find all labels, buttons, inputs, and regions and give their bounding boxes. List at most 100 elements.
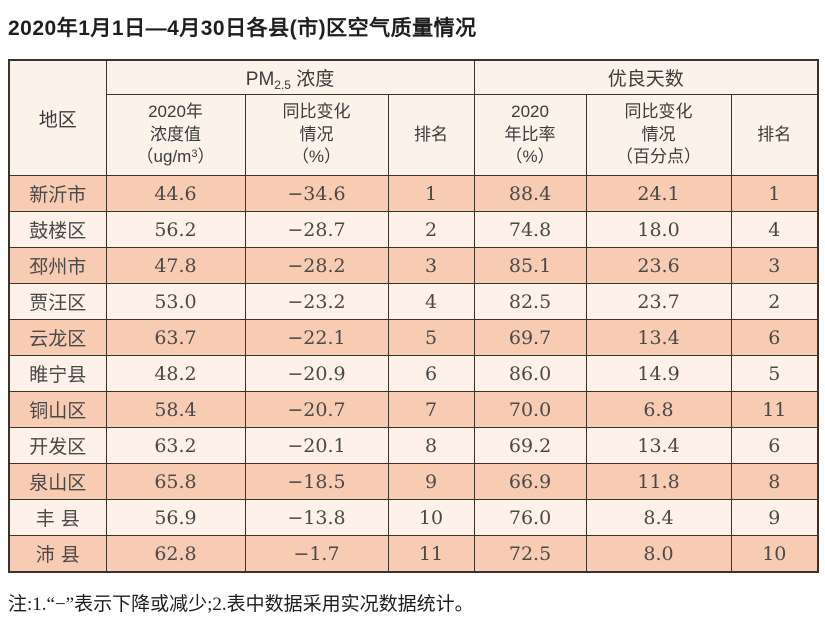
cell-good-ratio: 66.9: [473, 463, 587, 500]
table-row: 丰 县 56.9 −13.8 10 76.0 8.4 9: [8, 499, 819, 536]
cell-good-change: 14.9: [585, 355, 732, 392]
cell-pm-value: 53.0: [105, 283, 246, 320]
col-header-good-ratio: 2020 年比率 （%）: [473, 94, 587, 176]
cell-pm-change: −34.6: [244, 175, 389, 212]
cell-good-change: 8.4: [585, 499, 732, 536]
cell-pm-change: −28.2: [244, 247, 389, 284]
cell-good-change: 23.7: [585, 283, 732, 320]
cell-good-ratio: 76.0: [473, 499, 587, 536]
cell-pm-rank: 3: [387, 247, 475, 284]
pm25-label-prefix: PM: [245, 68, 275, 90]
page-title: 2020年1月1日—4月30日各县(市)区空气质量情况: [8, 17, 477, 40]
col-header-good-change: 同比变化 情况 （百分点）: [585, 94, 732, 176]
cell-good-rank: 4: [730, 211, 819, 248]
col-header-region: 地区: [8, 59, 107, 176]
cell-pm-value: 65.8: [105, 463, 246, 500]
cell-pm-change: −18.5: [244, 463, 389, 500]
cell-region: 丰 县: [8, 499, 107, 536]
good-ratio-line3: （%）: [505, 147, 555, 167]
cell-good-rank: 9: [730, 499, 819, 536]
pm25-label-subscript: 2.5: [274, 77, 291, 92]
good-change-line1: 同比变化: [624, 102, 693, 122]
cell-pm-rank: 10: [387, 499, 475, 536]
cell-good-rank: 10: [730, 535, 819, 573]
cell-pm-change: −13.8: [244, 499, 389, 536]
cell-good-ratio: 74.8: [473, 211, 587, 248]
cell-good-change: 6.8: [585, 391, 732, 428]
cell-good-rank: 6: [730, 427, 819, 464]
cell-pm-change: −20.1: [244, 427, 389, 464]
cell-region: 新沂市: [8, 175, 107, 212]
col-header-pm-change: 同比变化 情况 （%）: [244, 94, 389, 176]
cell-pm-value: 47.8: [105, 247, 246, 284]
cell-good-change: 13.4: [585, 427, 732, 464]
cell-good-rank: 5: [730, 355, 819, 392]
table-row: 睢宁县 48.2 −20.9 6 86.0 14.9 5: [8, 355, 819, 392]
cell-pm-rank: 5: [387, 319, 475, 356]
cell-region: 邳州市: [8, 247, 107, 284]
table-row: 鼓楼区 56.2 −28.7 2 74.8 18.0 4: [8, 211, 819, 248]
cell-region: 沛 县: [8, 535, 107, 573]
col-group-good-days: 优良天数: [473, 59, 819, 95]
good-change-line2: 情况: [641, 124, 676, 144]
pm-change-line2: 情况: [299, 124, 334, 144]
cell-good-ratio: 72.5: [473, 535, 587, 573]
cell-pm-value: 56.2: [105, 211, 246, 248]
cell-good-rank: 1: [730, 175, 819, 212]
pm-value-line2: 浓度值: [150, 124, 201, 144]
cell-good-ratio: 82.5: [473, 283, 587, 320]
cell-region: 铜山区: [8, 391, 107, 428]
cell-pm-rank: 11: [387, 535, 475, 573]
cell-region: 云龙区: [8, 319, 107, 356]
table-row: 贾汪区 53.0 −23.2 4 82.5 23.7 2: [8, 283, 819, 320]
cell-good-change: 8.0: [585, 535, 732, 573]
cell-pm-rank: 1: [387, 175, 475, 212]
cell-good-ratio: 86.0: [473, 355, 587, 392]
cell-pm-value: 56.9: [105, 499, 246, 536]
cell-pm-change: −20.9: [244, 355, 389, 392]
cell-pm-value: 48.2: [105, 355, 246, 392]
cell-good-change: 18.0: [585, 211, 732, 248]
cell-pm-change: −23.2: [244, 283, 389, 320]
cell-pm-rank: 6: [387, 355, 475, 392]
col-header-good-rank: 排名: [730, 94, 819, 176]
cell-good-rank: 8: [730, 463, 819, 500]
cell-region: 鼓楼区: [8, 211, 107, 248]
cell-good-rank: 6: [730, 319, 819, 356]
pm-value-unit: （ug/m: [136, 147, 192, 167]
table-row: 邳州市 47.8 −28.2 3 85.1 23.6 3: [8, 247, 819, 284]
cell-pm-value: 58.4: [105, 391, 246, 428]
pm25-label-suffix: 浓度: [290, 68, 335, 90]
pm-value-unit-close: ）: [197, 147, 215, 167]
good-change-line3: （百分点）: [616, 147, 702, 167]
table-row: 云龙区 63.7 −22.1 5 69.7 13.4 6: [8, 319, 819, 356]
cell-pm-rank: 9: [387, 463, 475, 500]
header-group-row: 地区 PM2.5 浓度 优良天数: [8, 59, 819, 176]
col-header-pm-value: 2020年 浓度值 （ug/m3）: [105, 94, 246, 176]
cell-good-rank: 11: [730, 391, 819, 428]
col-group-pm25: PM2.5 浓度: [105, 59, 475, 95]
header-sub-row: 2020年 浓度值 （ug/m3） 同比变化 情况 （%） 排名 2020 年比…: [9, 94, 819, 176]
cell-pm-value: 44.6: [105, 175, 246, 212]
pm-change-line3: （%）: [291, 147, 342, 167]
cell-good-change: 23.6: [585, 247, 732, 284]
cell-pm-change: −20.7: [244, 391, 389, 428]
cell-good-rank: 2: [730, 283, 819, 320]
table-row: 泉山区 65.8 −18.5 9 66.9 11.8 8: [8, 463, 819, 500]
cell-pm-rank: 8: [387, 427, 475, 464]
cell-pm-rank: 4: [387, 283, 475, 320]
pm-value-line1: 2020年: [148, 102, 203, 122]
cell-good-ratio: 70.0: [473, 391, 587, 428]
cell-region: 睢宁县: [8, 355, 107, 392]
cell-region: 贾汪区: [8, 283, 107, 320]
cell-pm-rank: 2: [387, 211, 475, 248]
table-row: 沛 县 62.8 −1.7 11 72.5 8.0 10: [8, 535, 819, 573]
cell-pm-value: 62.8: [105, 535, 246, 573]
table-body: 新沂市 44.6 −34.6 1 88.4 24.1 1 鼓楼区 56.2 −2…: [8, 175, 819, 573]
cell-good-ratio: 69.2: [473, 427, 587, 464]
cell-pm-change: −28.7: [244, 211, 389, 248]
cell-good-ratio: 85.1: [473, 247, 587, 284]
cell-good-ratio: 69.7: [473, 319, 587, 356]
cell-pm-change: −22.1: [244, 319, 389, 356]
